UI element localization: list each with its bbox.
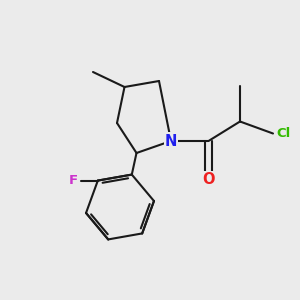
Text: O: O bbox=[202, 172, 215, 188]
Text: Cl: Cl bbox=[277, 127, 291, 140]
Text: F: F bbox=[69, 174, 78, 187]
Text: N: N bbox=[165, 134, 177, 148]
